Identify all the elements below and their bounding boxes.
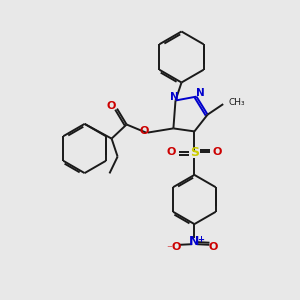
Text: O: O (213, 147, 222, 158)
Text: O: O (167, 147, 176, 158)
Text: +: + (197, 236, 205, 244)
Text: CH₃: CH₃ (229, 98, 245, 107)
Text: N: N (169, 92, 178, 102)
Text: N: N (196, 88, 205, 98)
Text: O: O (208, 242, 218, 252)
Text: O: O (107, 101, 116, 111)
Text: N: N (189, 235, 200, 248)
Text: O: O (139, 126, 148, 136)
Text: O: O (171, 242, 181, 252)
Text: S: S (190, 146, 199, 160)
Text: ⁻: ⁻ (166, 244, 172, 255)
